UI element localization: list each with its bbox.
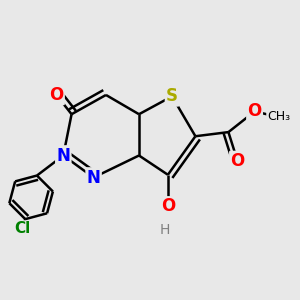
Text: O: O xyxy=(248,103,262,121)
Text: O: O xyxy=(161,197,175,215)
Text: N: N xyxy=(56,146,70,164)
Text: Cl: Cl xyxy=(14,221,31,236)
Text: H: H xyxy=(160,224,170,237)
Text: N: N xyxy=(87,169,100,187)
Text: S: S xyxy=(166,87,178,105)
Text: O: O xyxy=(230,152,244,170)
Text: O: O xyxy=(49,86,64,104)
Text: CH₃: CH₃ xyxy=(267,110,290,124)
